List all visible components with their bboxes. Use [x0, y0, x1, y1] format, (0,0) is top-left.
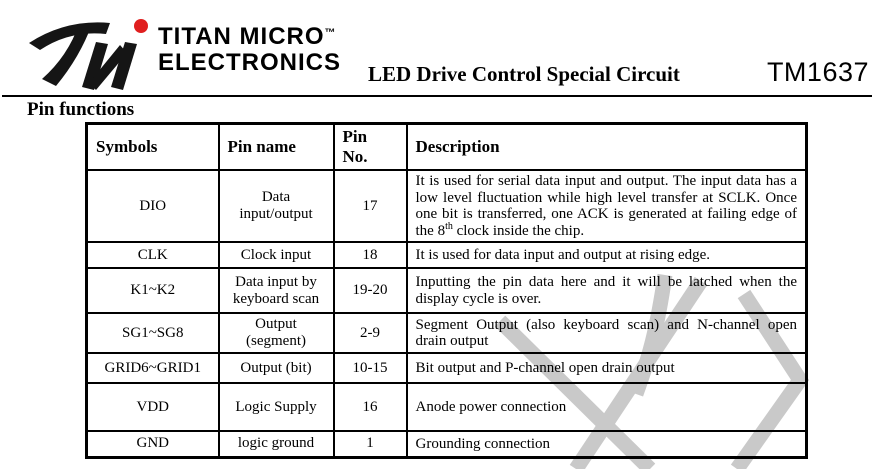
- trademark-symbol: ™: [324, 27, 336, 39]
- pin-name-cell: Data input by keyboard scan: [217, 267, 335, 314]
- description-cell: Segment Output (also keyboard scan) and …: [405, 312, 808, 354]
- pin-name-cell: Clock input: [217, 241, 335, 269]
- pin-functions-table: Symbols Pin name Pin No. Description DIO…: [85, 122, 808, 459]
- titan-micro-logo: TITAN MICRO™ ELECTRONICS: [28, 12, 341, 94]
- description-cell: Anode power connection: [405, 382, 808, 432]
- col-header-pin-no: Pin No.: [332, 122, 408, 171]
- description-cell: Grounding connection: [405, 430, 808, 458]
- pin-no-cell: 18: [332, 241, 408, 269]
- header-divider: [2, 95, 872, 97]
- table-row-dio: DIO Data input/output 17 It is used for …: [85, 169, 808, 243]
- col-header-pin-no-text: Pin No.: [342, 127, 368, 166]
- description-superscript: th: [445, 220, 453, 232]
- pin-name-cell: Output (bit): [217, 352, 335, 384]
- brand-line1: TITAN MICRO™: [158, 20, 341, 50]
- brand-line2: ELECTRONICS: [158, 49, 342, 76]
- symbol-cell: DIO: [85, 169, 220, 243]
- description-text: clock inside the chip.: [452, 222, 585, 239]
- tm-monogram-icon: [29, 19, 148, 90]
- logo-red-dot: [134, 19, 148, 33]
- pin-name-cell: Logic Supply: [217, 382, 335, 432]
- col-header-description: Description: [405, 122, 808, 171]
- brand-text: TITAN MICRO™ ELECTRONICS: [158, 12, 341, 94]
- pin-no-cell: 19-20: [332, 267, 408, 314]
- symbol-cell: SG1~SG8: [85, 312, 220, 354]
- section-title: Pin functions: [27, 99, 135, 120]
- table-header-row: Symbols Pin name Pin No. Description: [85, 122, 808, 171]
- symbol-cell: GRID6~GRID1: [85, 352, 220, 384]
- pin-no-cell: 17: [332, 169, 408, 243]
- part-number: TM1637: [766, 57, 869, 87]
- description-cell: It is used for data input and output at …: [405, 241, 808, 269]
- col-header-pin-name: Pin name: [217, 122, 335, 171]
- pin-name-cell: logic ground: [217, 430, 335, 458]
- symbol-cell: K1~K2: [85, 267, 220, 314]
- pin-no-cell: 2-9: [332, 312, 408, 354]
- brand-name: TITAN MICRO: [158, 23, 325, 50]
- pin-no-cell: 16: [332, 382, 408, 432]
- table-row-vdd: VDD Logic Supply 16 Anode power connecti…: [85, 382, 808, 432]
- table-row-gnd: GND logic ground 1 Grounding connection: [85, 430, 808, 458]
- pin-no-cell: 10-15: [332, 352, 408, 384]
- table-row-grid6-grid1: GRID6~GRID1 Output (bit) 10-15 Bit outpu…: [85, 352, 808, 384]
- symbol-cell: CLK: [85, 241, 220, 269]
- pin-no-cell: 1: [332, 430, 408, 458]
- table-row-k1-k2: K1~K2 Data input by keyboard scan 19-20 …: [85, 267, 808, 314]
- pin-name-cell: Output (segment): [217, 312, 335, 354]
- table-row-clk: CLK Clock input 18 It is used for data i…: [85, 241, 808, 269]
- document-title: LED Drive Control Special Circuit: [368, 62, 680, 86]
- symbol-cell: VDD: [85, 382, 220, 432]
- col-header-symbols: Symbols: [85, 122, 220, 171]
- pin-name-cell: Data input/output: [217, 169, 335, 243]
- description-cell: It is used for serial data input and out…: [405, 169, 808, 243]
- description-cell: Bit output and P-channel open drain outp…: [405, 352, 808, 384]
- description-text: It is used for serial data input and out…: [415, 173, 798, 239]
- description-cell: Inputting the pin data here and it will …: [405, 267, 808, 314]
- symbol-cell: GND: [85, 430, 220, 458]
- table-row-sg1-sg8: SG1~SG8 Output (segment) 2-9 Segment Out…: [85, 312, 808, 354]
